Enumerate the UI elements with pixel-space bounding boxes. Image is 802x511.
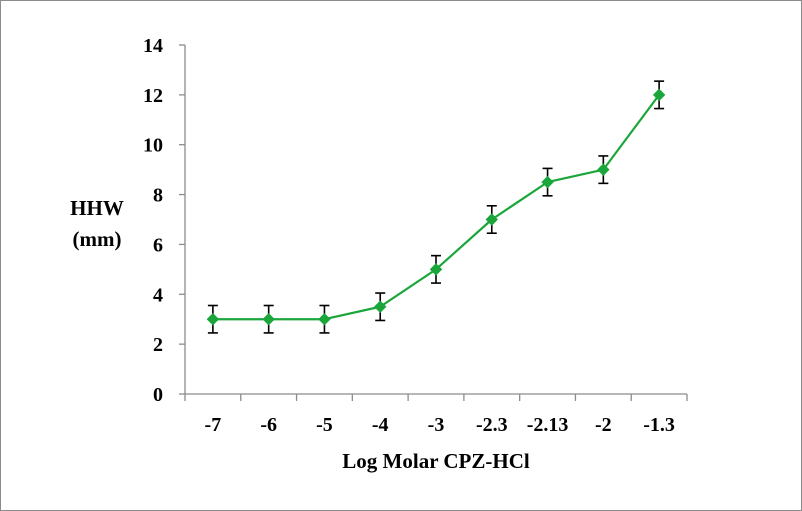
x-tick-label: -4 [372, 414, 389, 436]
x-axis-title: Log Molar CPZ-HCl [342, 449, 530, 473]
data-point-marker [374, 300, 387, 313]
x-tick-label: -1.3 [643, 414, 675, 436]
y-tick-label: 10 [143, 135, 163, 157]
series-line-segment [547, 168, 604, 184]
y-tick-label: 8 [153, 185, 163, 207]
data-point-marker [541, 175, 554, 189]
y-axis: 0 2 4 6 8 10 12 14 [143, 35, 186, 406]
x-tick-label: -2.13 [527, 414, 569, 436]
data-markers [206, 88, 666, 326]
series-lines [212, 94, 660, 321]
x-tick-label: -2.3 [476, 414, 508, 436]
data-point-marker [262, 313, 275, 326]
series-line-segment [324, 305, 381, 321]
data-point-marker [318, 313, 331, 326]
data-point-marker [652, 88, 666, 102]
y-tick-label: 0 [153, 384, 163, 406]
series-line-segment [379, 268, 437, 308]
data-point-marker [485, 213, 498, 226]
x-tick-label: -3 [428, 414, 445, 436]
y-tick-label: 14 [143, 35, 163, 57]
series-line-segment [435, 218, 493, 271]
y-axis-title-line-1: HHW [70, 196, 124, 220]
y-tick-label: 12 [143, 85, 163, 107]
series-line-segment [602, 94, 660, 171]
error-bars [207, 80, 665, 334]
data-point-marker [206, 313, 220, 326]
series-line-segment [491, 181, 549, 221]
y-tick-label: 4 [153, 284, 163, 306]
x-tick-label: -5 [316, 414, 333, 436]
y-axis-title-line-2: (mm) [73, 227, 122, 251]
y-tick-label: 6 [153, 234, 163, 256]
data-point-marker [429, 263, 443, 276]
x-axis: -7 -6 -5 -4 -3 -2.3 -2.13 -2 -1.3 [184, 393, 688, 436]
x-tick-label: -6 [260, 414, 277, 436]
x-tick-label: -7 [205, 414, 222, 436]
x-tick-label: -2 [595, 414, 612, 436]
y-tick-label: 2 [153, 334, 163, 356]
data-point-marker [597, 163, 610, 176]
